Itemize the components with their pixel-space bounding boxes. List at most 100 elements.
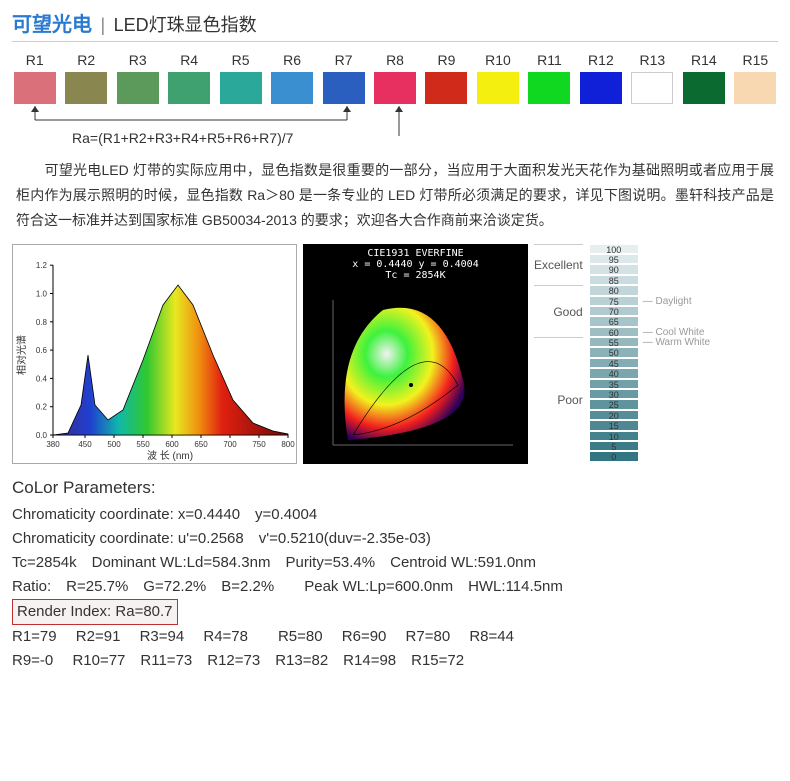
formula-arrows: Ra=(R1+R2+R3+R4+R5+R6+R7)/7 xyxy=(12,106,778,152)
spectrum-chart: 0.00.20.40.60.81.01.23804505005506006507… xyxy=(12,244,297,464)
scale-group-label: Good xyxy=(534,285,583,337)
scale-cell: 55 xyxy=(589,337,639,347)
svg-text:0.0: 0.0 xyxy=(36,431,48,440)
scale-cell: 85 xyxy=(589,275,639,285)
cie-chart: CIE1931 EVERFINE x = 0.4440 y = 0.4004 T… xyxy=(303,244,528,464)
swatch-col: R4 xyxy=(166,52,211,104)
scale-cell: 15 xyxy=(589,420,639,430)
swatch-col: R14 xyxy=(681,52,726,104)
swatch xyxy=(323,72,365,104)
ra-formula: Ra=(R1+R2+R3+R4+R5+R6+R7)/7 xyxy=(72,130,293,146)
swatch-label: R8 xyxy=(386,52,404,68)
swatch-col: R7 xyxy=(321,52,366,104)
swatch-col: R12 xyxy=(578,52,623,104)
swatch-col: R6 xyxy=(269,52,314,104)
params-l2: Chromaticity coordinate: u'=0.2568 v'=0.… xyxy=(12,527,778,551)
svg-text:0.4: 0.4 xyxy=(36,374,48,383)
swatch-label: R9 xyxy=(438,52,456,68)
swatch-label: R3 xyxy=(129,52,147,68)
separator: | xyxy=(100,15,105,35)
scale-cell: 0 xyxy=(589,451,639,461)
swatch xyxy=(734,72,776,104)
swatch xyxy=(528,72,570,104)
header: 可望光电 | LED灯珠显色指数 xyxy=(12,8,778,42)
svg-text:0.6: 0.6 xyxy=(36,346,48,355)
scale-side-label: — Warm White xyxy=(643,337,710,347)
swatch-label: R10 xyxy=(485,52,511,68)
svg-text:波 长 (nm): 波 长 (nm) xyxy=(147,449,193,462)
swatch xyxy=(117,72,159,104)
swatch-col: R1 xyxy=(12,52,57,104)
color-parameters: CoLor Parameters: Chromaticity coordinat… xyxy=(12,474,778,673)
swatch xyxy=(683,72,725,104)
subtitle: LED灯珠显色指数 xyxy=(114,15,257,35)
swatch-col: R3 xyxy=(115,52,160,104)
scale-cell: 35 xyxy=(589,379,639,389)
scale-cell: 5 xyxy=(589,441,639,451)
svg-text:500: 500 xyxy=(107,440,121,449)
svg-text:700: 700 xyxy=(223,440,237,449)
scale-cell: 75 xyxy=(589,296,639,306)
params-l1: Chromaticity coordinate: x=0.4440 y=0.40… xyxy=(12,503,778,527)
swatch-col: R15 xyxy=(733,52,778,104)
params-l3: Tc=2854k Dominant WL:Ld=584.3nm Purity=5… xyxy=(12,551,778,575)
swatch-label: R12 xyxy=(588,52,614,68)
params-l6: R1=79 R2=91 R3=94 R4=78 R5=80 R6=90 R7=8… xyxy=(12,625,778,649)
swatch-col: R10 xyxy=(475,52,520,104)
svg-text:1.0: 1.0 xyxy=(36,289,48,298)
scale-cell: 30 xyxy=(589,389,639,399)
swatch xyxy=(425,72,467,104)
svg-text:1.2: 1.2 xyxy=(36,261,48,270)
swatch-label: R13 xyxy=(640,52,666,68)
scale-cell: 10 xyxy=(589,431,639,441)
svg-text:380: 380 xyxy=(46,440,60,449)
swatch-col: R11 xyxy=(527,52,572,104)
cie-line1: x = 0.4440 y = 0.4004 xyxy=(303,259,528,270)
brand-text: 可望光电 xyxy=(12,14,92,36)
swatch-col: R13 xyxy=(630,52,675,104)
scale-cell: 60 xyxy=(589,327,639,337)
swatch xyxy=(477,72,519,104)
params-title: CoLor Parameters: xyxy=(12,474,778,501)
scale-cell: 50 xyxy=(589,347,639,357)
scale-group-label: Excellent xyxy=(534,244,583,286)
swatch-label: R7 xyxy=(335,52,353,68)
scale-cell: 40 xyxy=(589,368,639,378)
swatch-label: R2 xyxy=(77,52,95,68)
scale-cell: 70 xyxy=(589,306,639,316)
swatch xyxy=(220,72,262,104)
svg-text:0.8: 0.8 xyxy=(36,317,48,326)
swatch xyxy=(631,72,673,104)
svg-text:600: 600 xyxy=(165,440,179,449)
scale-cell: 100 xyxy=(589,244,639,254)
charts-row: 0.00.20.40.60.81.01.23804505005506006507… xyxy=(12,244,778,464)
scale-group-label: Poor xyxy=(534,337,583,462)
swatch-label: R15 xyxy=(742,52,768,68)
swatch-label: R4 xyxy=(180,52,198,68)
render-index-highlight: Render Index: Ra=80.7 xyxy=(12,599,178,625)
svg-text:550: 550 xyxy=(136,440,150,449)
swatch xyxy=(14,72,56,104)
scale-side-label: — Cool White xyxy=(643,327,710,337)
cie-title: CIE1931 EVERFINE xyxy=(303,248,528,259)
swatch-col: R5 xyxy=(218,52,263,104)
swatch xyxy=(271,72,313,104)
cie-line2: Tc = 2854K xyxy=(303,270,528,281)
svg-text:450: 450 xyxy=(78,440,92,449)
scale-cell: 25 xyxy=(589,399,639,409)
swatch-label: R5 xyxy=(232,52,250,68)
swatch xyxy=(65,72,107,104)
color-swatch-row: R1 R2 R3 R4 R5 R6 R7 R8 R9 R10 R11 R12 R13 R14 R15 xyxy=(12,52,778,104)
quality-scale: ExcellentGoodPoor 1009590858075706560555… xyxy=(534,244,778,464)
swatch-label: R14 xyxy=(691,52,717,68)
svg-text:650: 650 xyxy=(194,440,208,449)
scale-cell: 45 xyxy=(589,358,639,368)
swatch-col: R9 xyxy=(424,52,469,104)
swatch xyxy=(168,72,210,104)
params-l4: Ratio: R=25.7% G=72.2% B=2.2% Peak WL:Lp… xyxy=(12,575,778,599)
svg-text:相对光谱: 相对光谱 xyxy=(15,335,28,375)
scale-cell: 20 xyxy=(589,410,639,420)
swatch-col: R8 xyxy=(372,52,417,104)
swatch xyxy=(580,72,622,104)
scale-side-label: — Daylight xyxy=(643,296,710,306)
